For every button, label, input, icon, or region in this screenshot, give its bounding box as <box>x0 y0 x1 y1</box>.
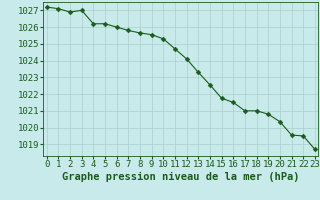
X-axis label: Graphe pression niveau de la mer (hPa): Graphe pression niveau de la mer (hPa) <box>62 172 300 182</box>
